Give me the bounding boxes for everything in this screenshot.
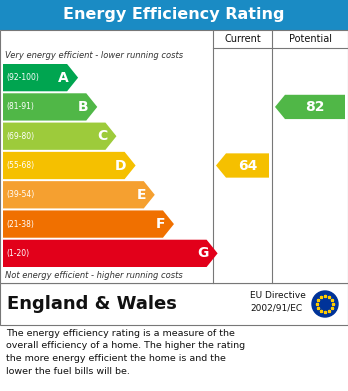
Polygon shape [3,93,97,120]
Circle shape [312,291,338,317]
Text: 64: 64 [238,158,257,172]
Text: (21-38): (21-38) [6,220,34,229]
Text: 82: 82 [305,100,325,114]
Text: EU Directive
2002/91/EC: EU Directive 2002/91/EC [250,291,306,313]
Text: (92-100): (92-100) [6,73,39,82]
Text: A: A [58,71,69,84]
Polygon shape [3,122,117,150]
Bar [0,30,348,283]
Polygon shape [3,240,218,267]
Text: E: E [136,188,146,202]
Text: F: F [156,217,165,231]
Text: B: B [78,100,88,114]
Text: G: G [197,246,208,260]
Text: (69-80): (69-80) [6,132,34,141]
Text: (55-68): (55-68) [6,161,34,170]
Bar [0,283,348,325]
Text: (81-91): (81-91) [6,102,34,111]
Polygon shape [216,153,269,178]
Text: (1-20): (1-20) [6,249,29,258]
Text: Not energy efficient - higher running costs: Not energy efficient - higher running co… [5,271,183,280]
Polygon shape [3,64,78,91]
Text: Energy Efficiency Rating: Energy Efficiency Rating [63,7,285,23]
Text: D: D [115,158,127,172]
Text: (39-54): (39-54) [6,190,34,199]
Text: Potential: Potential [288,34,332,44]
Polygon shape [3,152,136,179]
Polygon shape [3,181,155,208]
Polygon shape [3,210,174,238]
Text: The energy efficiency rating is a measure of the
overall efficiency of a home. T: The energy efficiency rating is a measur… [6,329,245,375]
Polygon shape [275,95,345,119]
Text: Current: Current [224,34,261,44]
Text: C: C [97,129,108,143]
Text: Very energy efficient - lower running costs: Very energy efficient - lower running co… [5,51,183,60]
Bar [0,0,348,30]
Text: England & Wales: England & Wales [7,295,177,313]
